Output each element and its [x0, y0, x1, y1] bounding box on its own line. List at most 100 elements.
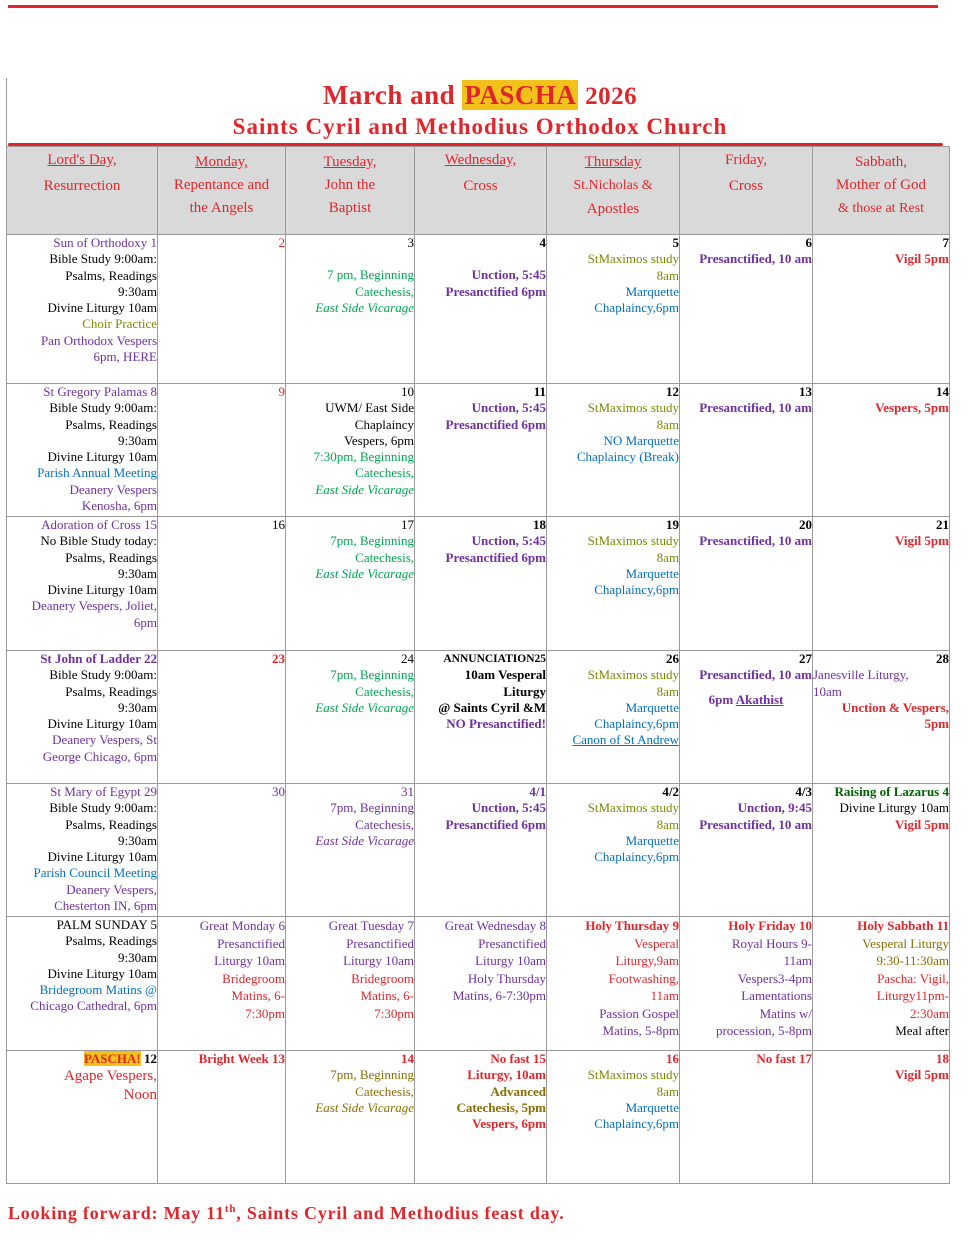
day-cell-mar-7: 7 Vigil 5pm [812, 234, 950, 384]
day-number: 6 [805, 235, 813, 250]
day-number: 4/1 [529, 784, 546, 799]
event-text: Marquette [625, 699, 679, 715]
event-text: Divine Liturgy 10am [47, 965, 157, 981]
event-text: Deanery Vespers [69, 481, 157, 497]
day-label: St John of Ladder 22 [40, 651, 157, 666]
header-line: Lord's Day, [47, 152, 117, 168]
akathist-link[interactable]: Akathist [735, 691, 784, 707]
event-text: Chaplaincy,6pm [594, 716, 679, 732]
event-text: George Chicago, 6pm [42, 748, 157, 764]
event-text: Catechesis, [355, 816, 414, 832]
day-label: St Gregory Palamas 8 [43, 384, 157, 399]
day-number: 12 [140, 1051, 157, 1066]
day-number: 3 [407, 235, 415, 250]
day-number: 9 [278, 384, 286, 399]
header-line: Wednesday, [444, 152, 517, 168]
day-label: Holy Friday 10 [728, 918, 812, 933]
event-text: 10am [813, 683, 842, 699]
day-number: 14 [401, 1051, 414, 1066]
event-text: East Side Vicarage [315, 299, 414, 315]
day-cell-apr-3: 4/3 Unction, 9:45 Presanctified, 10 am [679, 783, 813, 917]
day-number: 16 [666, 1051, 679, 1066]
header-line: Apostles [586, 201, 640, 217]
week-row-4: St John of Ladder 22 Bible Study 9:00am:… [6, 650, 950, 784]
event-text: 5pm [924, 716, 949, 732]
event-text: Chaplaincy,6pm [594, 300, 679, 316]
day-cell-mar-14: 14 Vespers, 5pm [812, 383, 950, 517]
day-label: Adoration of Cross 15 [41, 517, 157, 532]
church-name: Saints Cyril and Methodius Orthodox Chur… [232, 114, 728, 139]
event-text: 7 pm, Beginning [326, 267, 414, 283]
event-text: Liturgy,9am [615, 953, 679, 968]
event-text: Janesville Liturgy, [813, 667, 909, 683]
header-line: & those at Rest [838, 201, 924, 216]
event-text: 7:30pm, Beginning [313, 449, 414, 465]
event-text: 8am [656, 683, 679, 699]
day-label: Sun of Orthodoxy 1 [53, 235, 157, 250]
event-text: Lamentations [741, 988, 812, 1003]
day-number: 27 [799, 651, 812, 666]
event-text: Unction, 5:45 [471, 533, 546, 549]
event-text: Catechesis, [355, 465, 414, 481]
day-number: 14 [936, 384, 949, 399]
day-cell-apr-5: PALM SUNDAY 5 Psalms, Readings 9:30am Di… [6, 916, 158, 1051]
event-text: StMaximos study [587, 667, 679, 683]
day-cell-mar-19: 19 StMaximos study 8am Marquette Chaplai… [546, 516, 680, 651]
day-number: 17 [401, 517, 414, 532]
day-cell-apr-14: 14 7pm, Beginning Catechesis, East Side … [285, 1050, 415, 1184]
day-cell-apr-2: 4/2 StMaximos study 8am Marquette Chapla… [546, 783, 680, 917]
event-text: Marquette [625, 1099, 679, 1115]
event-text: Bridegroom Matins @ [39, 982, 157, 998]
day-cell-mar-5: 5 StMaximos study 8am Marquette Chaplain… [546, 234, 680, 384]
event-text: Matins, 6- [360, 988, 414, 1003]
day-label: Great Monday 6 [199, 918, 285, 933]
day-cell-mar-8: St Gregory Palamas 8 Bible Study 9:00am:… [6, 383, 158, 517]
event-text: Chaplaincy,6pm [594, 582, 679, 598]
header-line: the Angels [189, 200, 254, 216]
event-text: Psalms, Readings [65, 416, 157, 432]
day-number: 12 [666, 384, 679, 399]
day-cell-mar-11: 11 Unction, 5:45 Presanctified 6pm [414, 383, 547, 517]
day-cell-mar-13: 13 Presanctified, 10 am [679, 383, 813, 517]
event-text: Pan Orthodox Vespers [40, 332, 157, 348]
day-cell-mar-12: 12 StMaximos study 8am NO Marquette Chap… [546, 383, 680, 517]
day-cell-apr-13: Bright Week 13 [157, 1050, 286, 1184]
event-text: Marquette [625, 283, 679, 299]
event-text: Divine Liturgy 10am [839, 800, 949, 816]
event-text: Presanctified, 10 am [699, 816, 812, 832]
header-tuesday: Tuesday, John the Baptist [285, 146, 415, 235]
event-text: Deanery Vespers, St [52, 732, 157, 748]
event-text: Royal Hours 9- [731, 935, 812, 951]
day-number: 31 [401, 784, 414, 799]
event-text: Psalms, Readings [65, 683, 157, 699]
day-label: No fast 17 [756, 1051, 812, 1066]
day-cell-mar-2: 2 [157, 234, 286, 384]
header-wednesday: Wednesday, Cross [414, 146, 547, 235]
calendar-table: Lord's Day, Resurrection Monday, Repentanc… [6, 146, 950, 1184]
canon-link[interactable]: Canon of St Andrew [572, 732, 679, 748]
event-text: Pascha: Vigil, [877, 970, 949, 986]
event-text: NO Marquette [603, 432, 679, 448]
event-text: Presanctified, 10 am [699, 400, 812, 416]
event-text: No Bible Study today: [40, 533, 157, 549]
subtitle-rule [8, 143, 943, 146]
event-text: East Side Vicarage [315, 481, 414, 497]
event-text: 7pm, Beginning [330, 533, 414, 549]
event-text: Presanctified [217, 935, 285, 951]
day-cell-mar-1: Sun of Orthodoxy 1 Bible Study 9:00am: P… [6, 234, 158, 384]
event-text: procession, 5-8pm [715, 1023, 812, 1038]
day-label: St Mary of Egypt 29 [50, 784, 157, 799]
event-text: Chaplaincy,6pm [594, 1116, 679, 1132]
event-text: Vigil 5pm [894, 1067, 949, 1083]
day-number: 30 [272, 784, 285, 799]
event-text: Vigil 5pm [894, 251, 949, 267]
event-text: Holy Thursday [467, 970, 546, 986]
day-cell-mar-29: St Mary of Egypt 29 Bible Study 9:00am: … [6, 783, 158, 917]
event-text: 8am [656, 1083, 679, 1099]
title-text: March and [322, 80, 463, 110]
day-cell-mar-26: 26 StMaximos study 8am Marquette Chaplai… [546, 650, 680, 784]
event-text: 9:30am [118, 283, 157, 299]
header-line: Cross [728, 178, 764, 194]
day-number: 23 [272, 651, 285, 666]
day-number: 21 [936, 517, 949, 532]
